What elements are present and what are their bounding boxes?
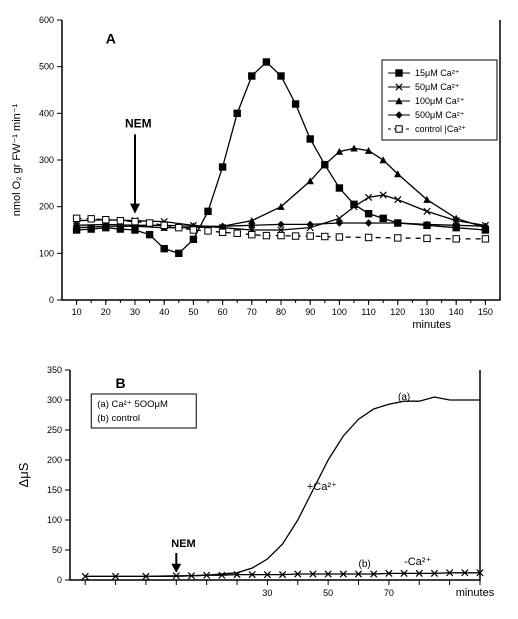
x-tick-label: 30	[130, 307, 140, 317]
y-tick-label: 300	[47, 395, 62, 405]
legend-item: 15μM Ca²⁺	[415, 68, 460, 78]
x-axis-label: minutes	[456, 587, 495, 599]
legend-item: (a) Ca²⁺ 5OOμM	[97, 399, 168, 410]
panel-a-chart: 0 100 200 300 400 500 600 10 20 30 40 50 60 70 80 90 100…	[0, 0, 518, 350]
x-tick-label: 50	[323, 588, 333, 598]
with-ca-label: +Ca²⁺	[307, 481, 337, 493]
x-tick-label: 140	[449, 307, 464, 317]
x-tick-label: 70	[384, 588, 394, 598]
x-tick-label: 40	[159, 307, 169, 317]
legend-item: 500μM Ca²⁺	[415, 110, 465, 120]
y-tick-label: 200	[39, 202, 54, 212]
nem-annotation: NEM	[125, 116, 152, 130]
x-tick-label: 20	[101, 307, 111, 317]
panel-label-a: A	[106, 30, 116, 46]
curve-a-label: (a)	[398, 392, 410, 403]
y-tick-label: 100	[39, 248, 54, 258]
x-tick-label: 120	[390, 307, 405, 317]
y-tick-label: 300	[39, 155, 54, 165]
y-tick-label: 200	[47, 455, 62, 465]
y-tick-label: 150	[47, 485, 62, 495]
curve-b-label: (b)	[359, 559, 371, 570]
y-tick-label: 500	[39, 62, 54, 72]
x-tick-label: 130	[419, 307, 434, 317]
x-tick-label: 100	[332, 307, 347, 317]
x-tick-label: 150	[478, 307, 493, 317]
figure-page: { "panelA": { "type": "line", "label": "…	[0, 0, 518, 619]
panel-label-b: B	[116, 375, 126, 391]
legend-item: 50μM Ca²⁺	[415, 82, 460, 92]
panel-b-chart: 0 50 100 150 200 250 300 350 30 50 70 minutes B ΔμS NE…	[0, 350, 518, 619]
y-tick-label: 400	[39, 108, 54, 118]
y-tick-label: 0	[57, 575, 62, 585]
legend-item: control |Ca²⁺	[415, 124, 466, 134]
without-ca-label: -Ca²⁺	[404, 556, 431, 568]
legend-item: (b) control	[97, 413, 140, 424]
y-tick-label: 50	[52, 545, 62, 555]
x-tick-label: 30	[262, 588, 272, 598]
y-axis-label: nmol O₂ gr FW⁻¹ min⁻¹	[11, 103, 23, 216]
y-tick-label: 100	[47, 515, 62, 525]
x-tick-label: 50	[188, 307, 198, 317]
x-tick-label: 80	[276, 307, 286, 317]
y-tick-label: 250	[47, 425, 62, 435]
x-tick-label: 60	[218, 307, 228, 317]
x-tick-label: 90	[305, 307, 315, 317]
x-tick-label: 10	[72, 307, 82, 317]
y-tick-label: 0	[49, 295, 54, 305]
x-tick-label: 70	[247, 307, 257, 317]
nem-annotation: NEM	[171, 538, 195, 550]
y-tick-label: 600	[39, 15, 54, 25]
y-axis-label: ΔμS	[16, 462, 31, 487]
legend-item: 100μM Ca²⁺	[415, 96, 465, 106]
y-tick-label: 350	[47, 365, 62, 375]
x-axis-label: minutes	[412, 319, 451, 331]
x-tick-label: 110	[361, 307, 375, 317]
